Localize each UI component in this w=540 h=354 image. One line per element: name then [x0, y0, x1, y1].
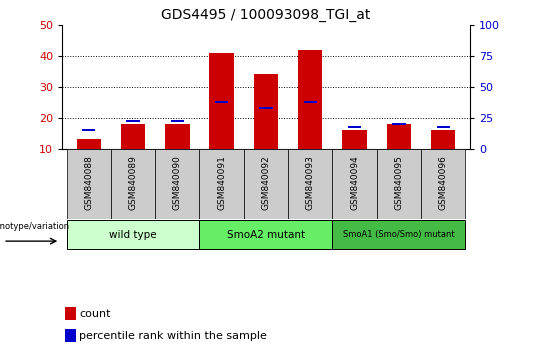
- Bar: [288, 149, 333, 219]
- Bar: [82, 129, 96, 131]
- Bar: [254, 74, 278, 149]
- Bar: [348, 126, 361, 128]
- Text: GSM840089: GSM840089: [129, 155, 138, 210]
- Bar: [333, 149, 377, 219]
- Bar: [298, 50, 322, 149]
- Text: GSM840096: GSM840096: [438, 155, 448, 210]
- Text: GSM840088: GSM840088: [84, 155, 93, 210]
- Text: GSM840091: GSM840091: [217, 155, 226, 210]
- Text: GSM840093: GSM840093: [306, 155, 315, 210]
- Bar: [66, 220, 199, 249]
- Bar: [215, 101, 228, 103]
- Bar: [210, 53, 234, 149]
- Bar: [65, 307, 76, 320]
- Bar: [421, 149, 465, 219]
- Bar: [171, 120, 184, 122]
- Text: SmoA2 mutant: SmoA2 mutant: [227, 229, 305, 240]
- Bar: [111, 149, 155, 219]
- Bar: [199, 149, 244, 219]
- Text: count: count: [79, 309, 111, 319]
- Title: GDS4495 / 100093098_TGI_at: GDS4495 / 100093098_TGI_at: [161, 8, 370, 22]
- Text: GSM840090: GSM840090: [173, 155, 182, 210]
- Text: wild type: wild type: [109, 229, 157, 240]
- Bar: [121, 124, 145, 149]
- Bar: [126, 120, 140, 122]
- Bar: [342, 130, 367, 149]
- Text: percentile rank within the sample: percentile rank within the sample: [79, 331, 267, 341]
- Bar: [387, 124, 411, 149]
- Bar: [431, 130, 455, 149]
- Text: SmoA1 (Smo/Smo) mutant: SmoA1 (Smo/Smo) mutant: [343, 230, 455, 239]
- Bar: [333, 220, 465, 249]
- Bar: [436, 126, 450, 128]
- Bar: [66, 149, 111, 219]
- Bar: [65, 330, 76, 342]
- Bar: [377, 149, 421, 219]
- Text: GSM840092: GSM840092: [261, 155, 271, 210]
- Bar: [155, 149, 199, 219]
- Bar: [244, 149, 288, 219]
- Bar: [392, 123, 406, 125]
- Bar: [77, 139, 101, 149]
- Text: genotype/variation: genotype/variation: [0, 222, 70, 230]
- Text: GSM840094: GSM840094: [350, 155, 359, 210]
- Text: GSM840095: GSM840095: [394, 155, 403, 210]
- Bar: [259, 107, 273, 109]
- Bar: [199, 220, 333, 249]
- Bar: [303, 101, 317, 103]
- Bar: [165, 124, 190, 149]
